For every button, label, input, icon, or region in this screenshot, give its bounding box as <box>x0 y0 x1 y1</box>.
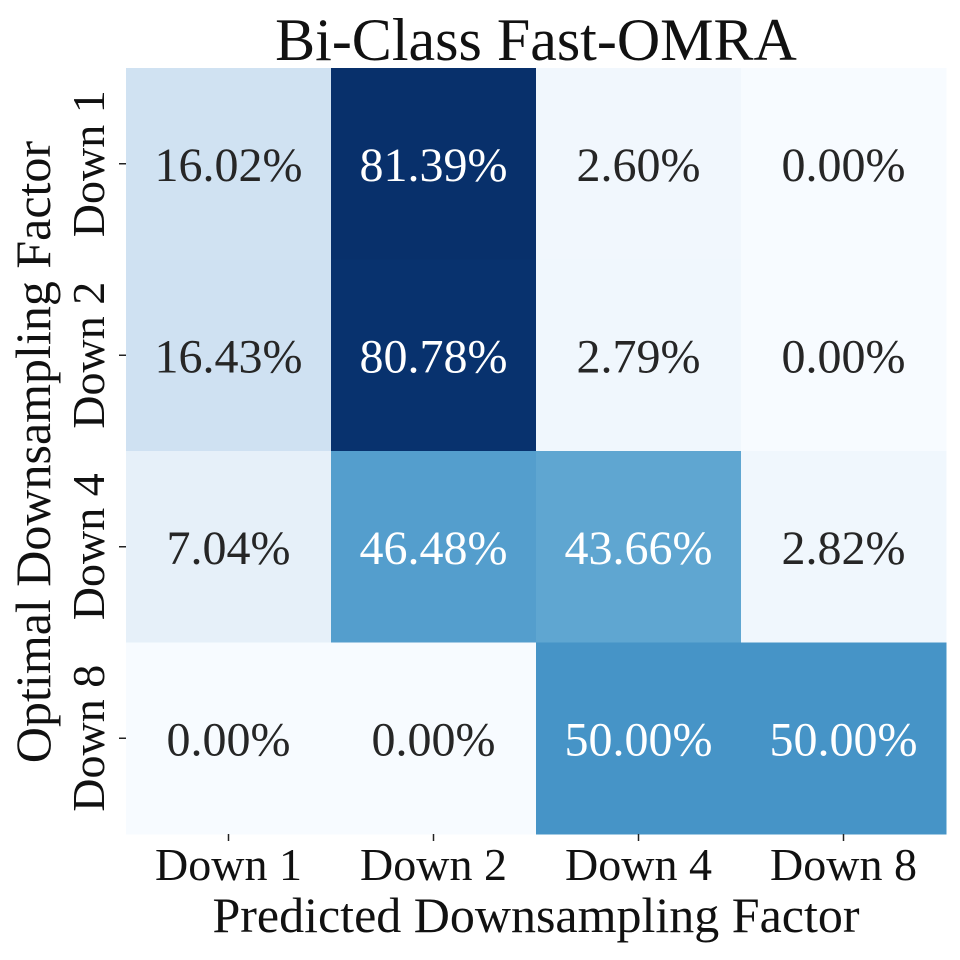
x-tick-label: Down 1 <box>155 839 302 890</box>
heatmap-cell <box>536 259 742 452</box>
cell-value-label: 16.43% <box>155 330 303 383</box>
heatmap-cell <box>741 451 947 643</box>
x-tick-label: Down 4 <box>565 839 712 890</box>
cell-value-label: 2.82% <box>782 522 906 575</box>
cell-value-label: 50.00% <box>565 713 713 766</box>
y-axis-label: Optimal Downsampling Factor <box>5 141 61 763</box>
cell-value-label: 2.79% <box>577 330 701 383</box>
heatmap-cell <box>331 642 537 835</box>
cell-value-label: 46.48% <box>360 522 508 575</box>
x-axis-label: Predicted Downsampling Factor <box>212 887 859 943</box>
heatmap-cell <box>741 642 947 835</box>
cell-value-label: 80.78% <box>360 330 508 383</box>
chart-title: Bi-Class Fast-OMRA <box>275 7 797 73</box>
y-tick-label: Down 4 <box>63 473 114 620</box>
heatmap-cell-labels: 16.02% 81.39% 2.60% 0.00% 16.43% 80.78% 2.79% 0… <box>155 139 918 767</box>
heatmap-cells <box>126 68 947 835</box>
cell-value-label: 0.00% <box>167 713 291 766</box>
heatmap-cell <box>331 451 537 643</box>
heatmap-cell <box>741 68 947 260</box>
x-axis-ticks: Down 1 Down 2 Down 4 Down 8 <box>155 834 917 890</box>
cell-value-label: 0.00% <box>372 713 496 766</box>
heatmap-cell <box>536 451 742 643</box>
cell-value-label: 0.00% <box>782 139 906 192</box>
heatmap-cell <box>536 642 742 835</box>
heatmap-cell <box>536 68 742 260</box>
heatmap-cell <box>126 642 332 835</box>
y-tick-label: Down 1 <box>63 90 114 237</box>
cell-value-label: 43.66% <box>565 522 713 575</box>
heatmap-cell <box>126 259 332 452</box>
x-tick-label: Down 8 <box>770 839 917 890</box>
heatmap-cell <box>331 259 537 452</box>
cell-value-label: 16.02% <box>155 139 303 192</box>
y-tick-label: Down 8 <box>63 665 114 812</box>
heatmap-cell <box>126 451 332 643</box>
heatmap-cell <box>741 259 947 452</box>
cell-value-label: 7.04% <box>167 522 291 575</box>
y-tick-label: Down 2 <box>63 282 114 429</box>
x-tick-label: Down 2 <box>360 839 507 890</box>
cell-value-label: 0.00% <box>782 330 906 383</box>
y-axis-ticks: Down 1 Down 2 Down 4 Down 8 <box>63 90 126 812</box>
cell-value-label: 50.00% <box>770 713 918 766</box>
cell-value-label: 2.60% <box>577 139 701 192</box>
heatmap-cell <box>331 68 537 260</box>
heatmap-cell <box>126 68 332 260</box>
cell-value-label: 81.39% <box>360 139 508 192</box>
